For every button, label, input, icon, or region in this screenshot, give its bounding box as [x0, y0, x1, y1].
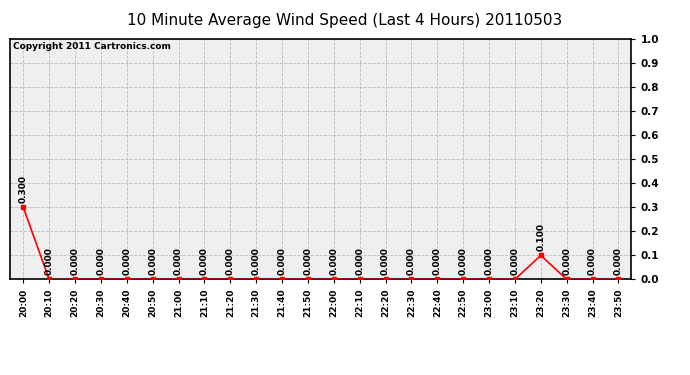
Text: 0.000: 0.000: [433, 248, 442, 275]
Text: 0.000: 0.000: [459, 248, 468, 275]
Text: 0.000: 0.000: [200, 248, 209, 275]
Text: 0.300: 0.300: [19, 175, 28, 203]
Text: 0.000: 0.000: [614, 248, 623, 275]
Text: 0.000: 0.000: [70, 248, 79, 275]
Text: 0.000: 0.000: [562, 248, 571, 275]
Text: 0.000: 0.000: [381, 248, 390, 275]
Text: 0.000: 0.000: [97, 248, 106, 275]
Text: 0.000: 0.000: [174, 248, 183, 275]
Text: 0.000: 0.000: [484, 248, 493, 275]
Text: 0.000: 0.000: [45, 248, 54, 275]
Text: 0.000: 0.000: [355, 248, 364, 275]
Text: 0.000: 0.000: [329, 248, 338, 275]
Text: 0.000: 0.000: [226, 248, 235, 275]
Text: 0.000: 0.000: [122, 248, 131, 275]
Text: 0.000: 0.000: [511, 248, 520, 275]
Text: 0.000: 0.000: [407, 248, 416, 275]
Text: 0.000: 0.000: [277, 248, 286, 275]
Text: 0.000: 0.000: [304, 248, 313, 275]
Text: 0.100: 0.100: [536, 223, 545, 251]
Text: 0.000: 0.000: [148, 248, 157, 275]
Text: Copyright 2011 Cartronics.com: Copyright 2011 Cartronics.com: [14, 42, 171, 51]
Text: 10 Minute Average Wind Speed (Last 4 Hours) 20110503: 10 Minute Average Wind Speed (Last 4 Hou…: [128, 13, 562, 28]
Text: 0.000: 0.000: [252, 248, 261, 275]
Text: 0.000: 0.000: [588, 248, 597, 275]
